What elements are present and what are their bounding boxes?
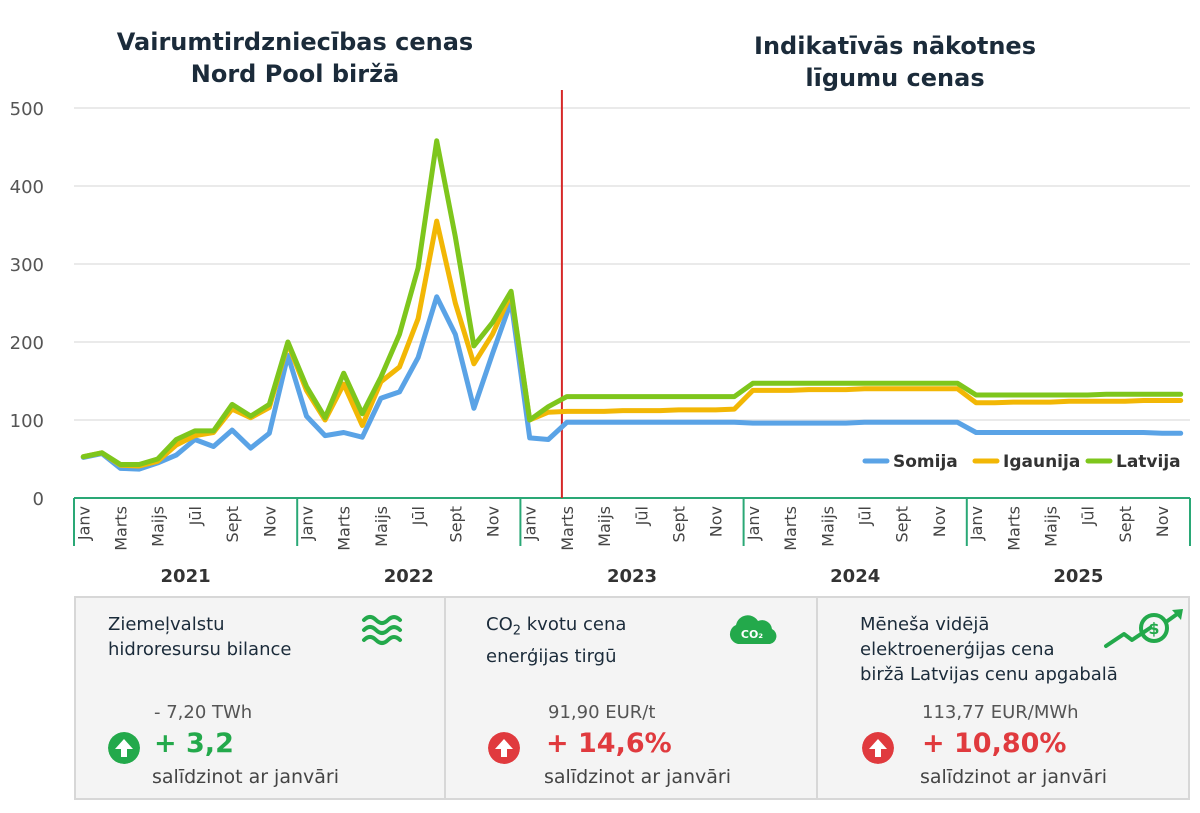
legend-label-latvija: Latvija [1116, 452, 1181, 472]
x-tick-label: Marts [335, 506, 354, 551]
x-tick-label: Nov [930, 506, 949, 537]
y-tick-label: 100 [10, 411, 44, 432]
series-line-somija [80, 294, 1184, 472]
x-tick-label: Sept [893, 506, 912, 542]
x-tick-label: Jūl [409, 506, 428, 526]
x-tick-label: Jūl [632, 506, 651, 526]
x-tick-label: Nov [707, 506, 726, 537]
panel-title-line: hidroresursu bilance [108, 639, 292, 660]
chart-title-right: Indikatīvās nākotnes līgumu cenas [720, 30, 1070, 94]
panel-value: 91,90 EUR/t [548, 702, 656, 723]
co2-cloud-icon: CO₂ [729, 615, 777, 644]
x-tick-label: Marts [1004, 506, 1023, 551]
panel-change: + 14,6% [546, 728, 672, 759]
money-growth-icon: $ [1104, 609, 1183, 648]
x-tick-label: Maijs [372, 506, 391, 547]
panel-title: Mēneša vidējā elektroenerģijas cena birž… [860, 612, 1118, 687]
x-tick-label: Marts [112, 506, 131, 551]
panel-title-line: elektroenerģijas cena [860, 639, 1055, 660]
x-tick-label: Sept [1116, 506, 1135, 542]
panel-title-line: Ziemeļvalstu [108, 614, 225, 635]
y-tick-label: 200 [10, 333, 44, 354]
arrow-up-icon [862, 732, 894, 764]
series-line-latvija [80, 138, 1184, 467]
x-tick-label: Sept [223, 506, 242, 542]
x-tick-label: Maijs [818, 506, 837, 547]
electricity-price-panel: Mēneša vidējā elektroenerģijas cena birž… [816, 596, 1190, 800]
panel-compare: salīdzinot ar janvāri [152, 766, 340, 788]
panel-value: 113,77 EUR/MWh [922, 702, 1079, 723]
y-tick-label: 500 [10, 99, 44, 120]
x-tick-label: Nov [484, 506, 503, 537]
y-tick-label: 400 [10, 177, 44, 198]
x-tick-label: Janv [744, 506, 763, 541]
chart-title-left-line2: Nord Pool biržā [190, 60, 400, 88]
chart-title-right-line2: līgumu cenas [805, 64, 985, 92]
legend-label-somija: Somija [893, 452, 958, 472]
panel-title-line: enerģijas tirgū [486, 645, 617, 667]
panel-compare: salīdzinot ar janvāri [544, 766, 732, 788]
svg-text:$: $ [1148, 619, 1159, 638]
chart-title-left-line1: Vairumtirdzniecības cenas [116, 28, 474, 56]
panel-change: + 10,80% [922, 728, 1067, 759]
legend-label-igaunija: Igaunija [1003, 452, 1080, 472]
panel-title-line: CO2 kvotu cena [486, 614, 627, 639]
x-tick-label: Marts [781, 506, 800, 551]
chart-title-left: Vairumtirdzniecības cenas Nord Pool birž… [110, 26, 480, 90]
panel-value: - 7,20 TWh [154, 702, 253, 723]
panel-title: CO2 kvotu cena enerģijas tirgū [486, 612, 626, 669]
panel-change: + 3,2 [154, 728, 234, 759]
year-label: 2023 [607, 566, 657, 587]
panel-title-line: Mēneša vidējā [860, 614, 990, 635]
x-tick-label: Sept [670, 506, 689, 542]
x-tick-label: Marts [558, 506, 577, 551]
arrow-up-icon [488, 732, 520, 764]
year-label: 2022 [384, 566, 434, 587]
co2-price-panel: CO2 kvotu cena enerģijas tirgū CO₂ 91,90… [444, 596, 818, 800]
x-tick-label: Janv [298, 506, 317, 541]
hydro-balance-panel: Ziemeļvalstu hidroresursu bilance - 7,20… [74, 596, 446, 800]
panel-compare: salīdzinot ar janvāri [920, 766, 1108, 788]
series-line-igaunija [80, 218, 1184, 469]
x-tick-label: Janv [521, 506, 540, 541]
arrow-up-icon [108, 732, 140, 764]
svg-text:CO₂: CO₂ [741, 628, 763, 641]
x-tick-label: Nov [1153, 506, 1172, 537]
x-tick-label: Jūl [856, 506, 875, 526]
year-label: 2025 [1053, 566, 1103, 587]
waves-icon [362, 615, 402, 645]
x-tick-label: Janv [74, 506, 93, 541]
panel-title: Ziemeļvalstu hidroresursu bilance [108, 612, 291, 662]
x-tick-label: Maijs [149, 506, 168, 547]
x-tick-label: Nov [260, 506, 279, 537]
x-tick-label: Janv [967, 506, 986, 541]
x-tick-label: Jūl [1079, 506, 1098, 526]
x-tick-label: Sept [446, 506, 465, 542]
chart-title-right-line1: Indikatīvās nākotnes [754, 32, 1036, 60]
x-tick-label: Jūl [186, 506, 205, 526]
panel-title-line: biržā Latvijas cenu apgabalā [860, 664, 1118, 685]
y-tick-label: 0 [33, 489, 44, 510]
year-label: 2021 [161, 566, 211, 587]
y-tick-label: 300 [10, 255, 44, 276]
x-tick-label: Maijs [595, 506, 614, 547]
line-chart: 0 100 200 300 400 500 Janv Marts Maijs Jūl Sept Nov… [10, 90, 1191, 587]
year-label: 2024 [830, 566, 880, 587]
x-tick-label: Maijs [1042, 506, 1061, 547]
